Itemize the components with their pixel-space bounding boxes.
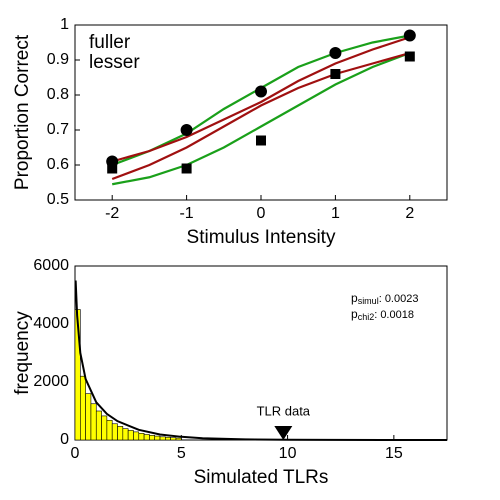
histogram-bar xyxy=(175,437,182,441)
histogram-bar xyxy=(133,431,140,441)
histogram-bar xyxy=(143,434,150,441)
histogram-bar xyxy=(117,426,124,441)
stat-text: : 0.0018 xyxy=(374,309,414,321)
data-point xyxy=(403,29,416,42)
legend-entry: lesser xyxy=(89,52,140,73)
y-tick-label: 0.8 xyxy=(47,86,69,103)
histogram-bar xyxy=(165,436,171,441)
y-tick-label: 4000 xyxy=(33,315,69,332)
fit-curve xyxy=(111,36,411,163)
histogram-bar xyxy=(122,428,129,441)
y-tick-label: 0.6 xyxy=(47,156,69,173)
density-curve xyxy=(74,280,448,441)
x-tick-label: 1 xyxy=(331,205,340,222)
histogram-bar xyxy=(85,393,92,441)
histogram-bar xyxy=(106,419,113,441)
histogram-bar xyxy=(95,410,102,441)
fit-curve xyxy=(111,34,411,167)
stat-text: : 0.0023 xyxy=(379,293,419,305)
x-tick-label: -1 xyxy=(179,205,193,222)
x-tick-label: 0 xyxy=(71,445,80,462)
x-tick-label: 2 xyxy=(405,205,414,222)
data-point xyxy=(329,47,342,59)
x-axis-label: Stimulus Intensity xyxy=(187,227,336,248)
histogram-bar xyxy=(170,437,177,441)
legend-entry: fuller xyxy=(89,32,131,53)
histogram-bar xyxy=(149,435,156,441)
stat-label: pchi2: 0.0018 xyxy=(351,307,414,322)
x-axis-label: Simulated TLRs xyxy=(194,467,329,488)
y-tick-label: 2000 xyxy=(33,373,69,390)
data-point xyxy=(404,51,415,62)
x-tick-label: -2 xyxy=(105,205,119,222)
y-tick-label: 0 xyxy=(60,431,69,448)
x-tick-label: 5 xyxy=(177,445,186,462)
fit-curve xyxy=(111,51,411,181)
histogram-bar xyxy=(159,436,166,441)
y-tick-label: 0.5 xyxy=(47,191,69,208)
data-point xyxy=(330,69,341,79)
histogram-bar xyxy=(101,415,108,441)
x-tick-label: 10 xyxy=(279,445,297,462)
y-tick-label: 6000 xyxy=(33,257,69,274)
histogram-bar xyxy=(90,403,97,441)
data-point xyxy=(107,163,118,174)
histogram-bar xyxy=(80,375,86,441)
histogram-bar xyxy=(154,435,161,441)
y-axis-label: Proportion Correct xyxy=(12,34,33,190)
histogram-bar xyxy=(138,433,145,441)
histogram-bar xyxy=(111,423,118,441)
y-axis-label: frequency xyxy=(12,311,33,395)
data-point xyxy=(180,124,193,136)
stat-subscript: simul xyxy=(358,296,379,306)
stat-subscript: chi2 xyxy=(358,312,375,322)
data-point xyxy=(256,135,266,146)
data-point xyxy=(255,85,267,98)
y-tick-label: 0.9 xyxy=(47,51,69,68)
stat-symbol: p xyxy=(351,307,358,321)
data-point xyxy=(181,163,192,174)
annotation: TLR data xyxy=(257,403,311,418)
stat-symbol: p xyxy=(351,291,358,305)
x-tick-label: 0 xyxy=(257,205,266,222)
y-tick-label: 0.7 xyxy=(47,121,69,138)
x-tick-label: 15 xyxy=(385,445,403,462)
stat-label: psimul: 0.0023 xyxy=(351,291,418,306)
histogram-bar xyxy=(127,430,134,441)
y-tick-label: 1 xyxy=(60,16,69,33)
observed-marker xyxy=(274,426,293,440)
fit-curve xyxy=(111,51,411,186)
